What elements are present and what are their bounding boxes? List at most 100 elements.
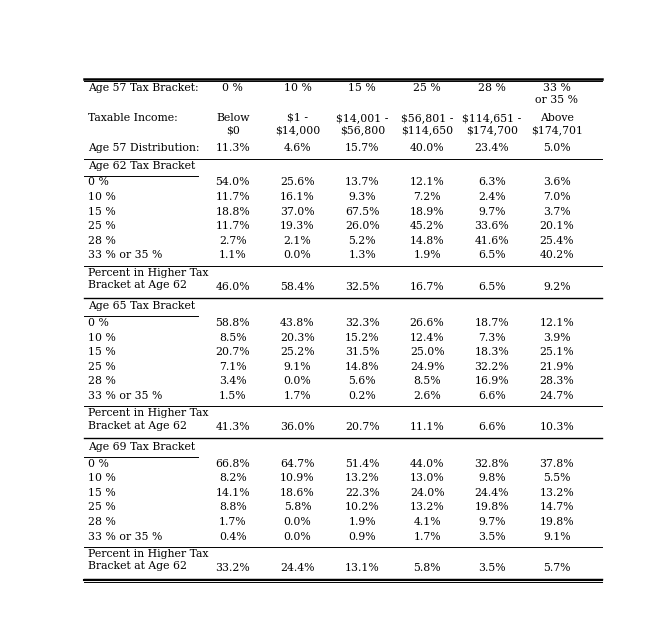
Text: 25.0%: 25.0%: [410, 347, 444, 357]
Text: 28 %: 28 %: [88, 376, 116, 387]
Text: 13.7%: 13.7%: [345, 178, 379, 187]
Text: 15.2%: 15.2%: [345, 333, 379, 343]
Text: 7.1%: 7.1%: [219, 362, 246, 372]
Text: 2.7%: 2.7%: [219, 236, 246, 246]
Text: 0.0%: 0.0%: [284, 517, 311, 527]
Text: 46.0%: 46.0%: [215, 282, 250, 292]
Text: 7.0%: 7.0%: [543, 192, 571, 202]
Text: 37.8%: 37.8%: [539, 459, 574, 469]
Text: 10.3%: 10.3%: [539, 422, 574, 433]
Text: Age 65 Tax Bracket: Age 65 Tax Bracket: [88, 301, 195, 311]
Text: 15.7%: 15.7%: [345, 143, 379, 153]
Text: 1.9%: 1.9%: [349, 517, 376, 527]
Text: Percent in Higher Tax
Bracket at Age 62: Percent in Higher Tax Bracket at Age 62: [88, 408, 208, 431]
Text: 2.6%: 2.6%: [413, 391, 441, 401]
Text: 5.0%: 5.0%: [543, 143, 571, 153]
Text: 4.1%: 4.1%: [413, 517, 441, 527]
Text: 26.0%: 26.0%: [345, 221, 380, 231]
Text: 16.1%: 16.1%: [280, 192, 315, 202]
Text: 58.8%: 58.8%: [215, 318, 250, 328]
Text: 15 %: 15 %: [349, 83, 376, 93]
Text: 51.4%: 51.4%: [345, 459, 379, 469]
Text: 7.3%: 7.3%: [478, 333, 506, 343]
Text: 40.0%: 40.0%: [410, 143, 444, 153]
Text: 3.6%: 3.6%: [543, 178, 571, 187]
Text: Below
$0: Below $0: [216, 113, 250, 135]
Text: 26.6%: 26.6%: [409, 318, 444, 328]
Text: 6.6%: 6.6%: [478, 391, 506, 401]
Text: 9.3%: 9.3%: [349, 192, 376, 202]
Text: 0.2%: 0.2%: [349, 391, 376, 401]
Text: 18.3%: 18.3%: [474, 347, 509, 357]
Text: 1.7%: 1.7%: [284, 391, 311, 401]
Text: 0.0%: 0.0%: [284, 531, 311, 541]
Text: 15 %: 15 %: [88, 206, 116, 217]
Text: 33 % or 35 %: 33 % or 35 %: [88, 531, 162, 541]
Text: 14.1%: 14.1%: [215, 488, 250, 498]
Text: 4.6%: 4.6%: [284, 143, 311, 153]
Text: 20.7%: 20.7%: [215, 347, 250, 357]
Text: 22.3%: 22.3%: [345, 488, 380, 498]
Text: 0.4%: 0.4%: [219, 531, 246, 541]
Text: 9.8%: 9.8%: [478, 473, 506, 483]
Text: 12.1%: 12.1%: [539, 318, 574, 328]
Text: 13.0%: 13.0%: [409, 473, 444, 483]
Text: 0.0%: 0.0%: [284, 376, 311, 387]
Text: Percent in Higher Tax
Bracket at Age 62: Percent in Higher Tax Bracket at Age 62: [88, 268, 208, 290]
Text: Taxable Income:: Taxable Income:: [88, 113, 177, 123]
Text: 66.8%: 66.8%: [215, 459, 250, 469]
Text: 3.4%: 3.4%: [219, 376, 246, 387]
Text: 25 %: 25 %: [413, 83, 441, 93]
Text: 1.5%: 1.5%: [219, 391, 246, 401]
Text: $56,801 -
$114,650: $56,801 - $114,650: [401, 113, 454, 135]
Text: 13.2%: 13.2%: [539, 488, 574, 498]
Text: $114,651 -
$174,700: $114,651 - $174,700: [462, 113, 522, 135]
Text: 10.2%: 10.2%: [345, 503, 380, 512]
Text: 32.8%: 32.8%: [474, 459, 509, 469]
Text: 19.8%: 19.8%: [474, 503, 509, 512]
Text: 3.5%: 3.5%: [478, 531, 506, 541]
Text: 9.7%: 9.7%: [478, 206, 506, 217]
Text: 5.7%: 5.7%: [543, 563, 571, 573]
Text: 1.7%: 1.7%: [413, 531, 441, 541]
Text: 33.6%: 33.6%: [474, 221, 509, 231]
Text: 6.5%: 6.5%: [478, 250, 506, 261]
Text: 15 %: 15 %: [88, 347, 116, 357]
Text: 33 %
or 35 %: 33 % or 35 %: [535, 83, 578, 105]
Text: 24.4%: 24.4%: [280, 563, 314, 573]
Text: Percent in Higher Tax
Bracket at Age 62: Percent in Higher Tax Bracket at Age 62: [88, 549, 208, 571]
Text: 67.5%: 67.5%: [345, 206, 379, 217]
Text: 33 % or 35 %: 33 % or 35 %: [88, 391, 162, 401]
Text: 2.1%: 2.1%: [284, 236, 311, 246]
Text: 41.3%: 41.3%: [215, 422, 250, 433]
Text: 28 %: 28 %: [88, 517, 116, 527]
Text: 18.7%: 18.7%: [474, 318, 509, 328]
Text: 8.2%: 8.2%: [219, 473, 247, 483]
Text: 25 %: 25 %: [88, 221, 116, 231]
Text: 14.7%: 14.7%: [539, 503, 574, 512]
Text: 32.3%: 32.3%: [345, 318, 380, 328]
Text: 32.5%: 32.5%: [345, 282, 379, 292]
Text: 19.8%: 19.8%: [539, 517, 574, 527]
Text: 9.1%: 9.1%: [543, 531, 571, 541]
Text: 9.1%: 9.1%: [284, 362, 311, 372]
Text: 24.9%: 24.9%: [410, 362, 444, 372]
Text: 10 %: 10 %: [284, 83, 312, 93]
Text: 36.0%: 36.0%: [280, 422, 315, 433]
Text: 16.7%: 16.7%: [410, 282, 444, 292]
Text: 6.5%: 6.5%: [478, 282, 506, 292]
Text: 11.7%: 11.7%: [215, 192, 250, 202]
Text: 20.7%: 20.7%: [345, 422, 379, 433]
Text: $1 -
$14,000: $1 - $14,000: [275, 113, 320, 135]
Text: 1.7%: 1.7%: [219, 517, 246, 527]
Text: 25.2%: 25.2%: [280, 347, 315, 357]
Text: 10.9%: 10.9%: [280, 473, 315, 483]
Text: 25.4%: 25.4%: [539, 236, 574, 246]
Text: 58.4%: 58.4%: [280, 282, 314, 292]
Text: 0.0%: 0.0%: [284, 250, 311, 261]
Text: 6.3%: 6.3%: [478, 178, 506, 187]
Text: 8.5%: 8.5%: [413, 376, 441, 387]
Text: 1.3%: 1.3%: [349, 250, 376, 261]
Text: 28.3%: 28.3%: [539, 376, 574, 387]
Text: $14,001 -
$56,800: $14,001 - $56,800: [336, 113, 389, 135]
